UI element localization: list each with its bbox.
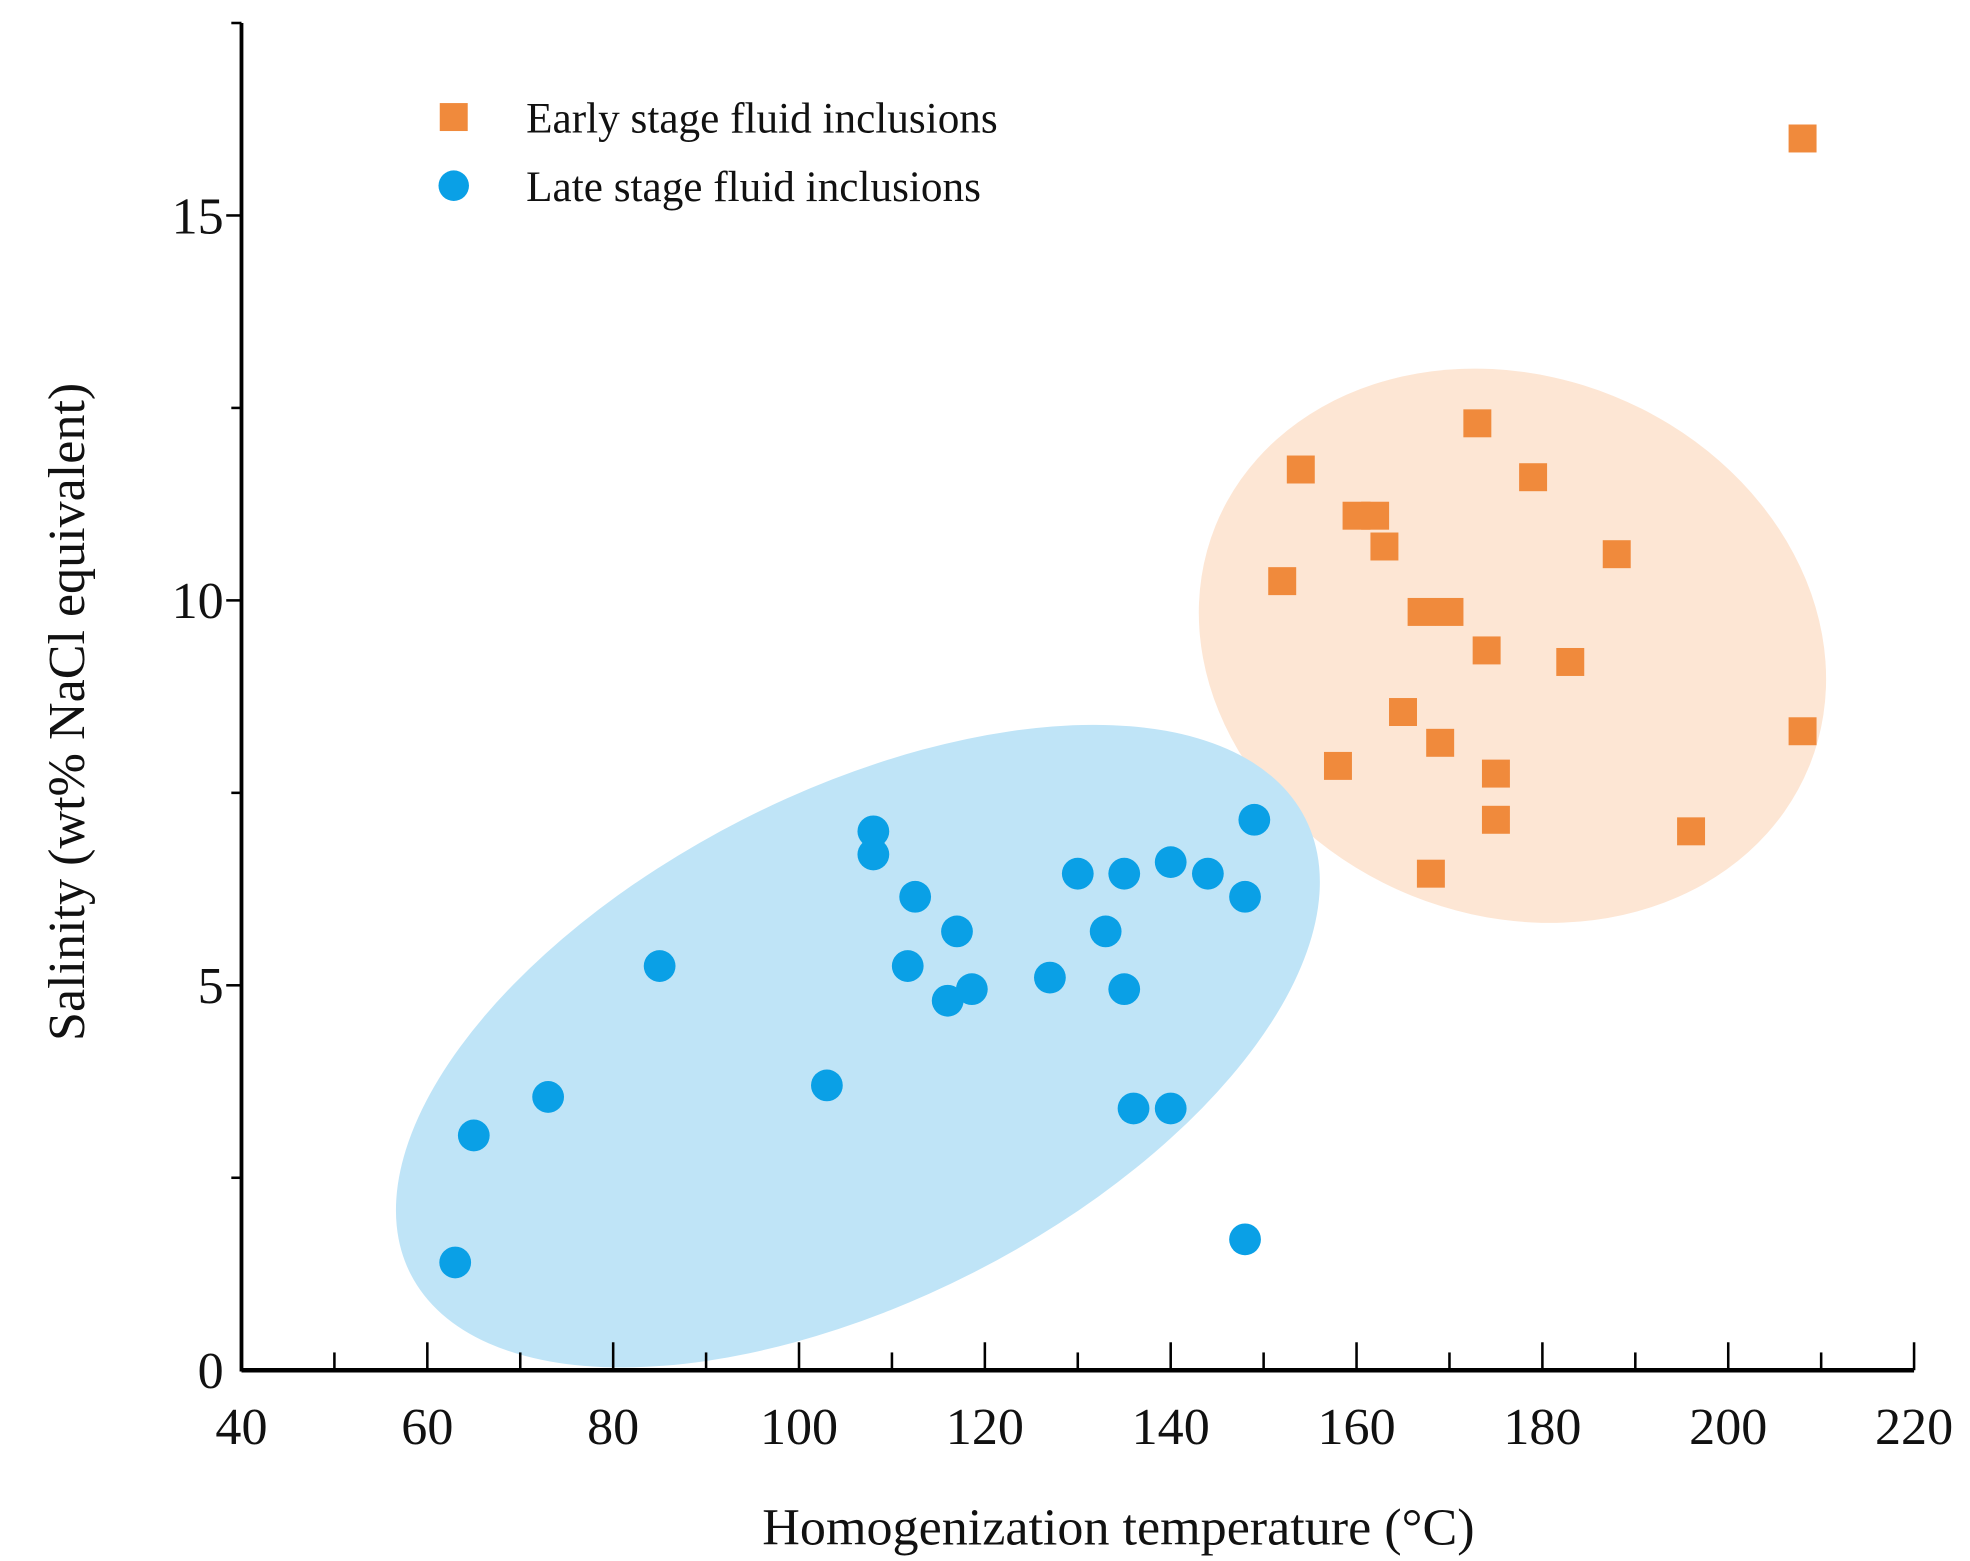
data-point-square <box>1426 728 1455 757</box>
late-stage-series <box>439 803 1271 1279</box>
data-point-circle <box>1108 857 1141 890</box>
data-point-circle <box>1089 915 1122 948</box>
data-point-square <box>1463 409 1492 438</box>
x-tick-label: 60 <box>401 1399 453 1456</box>
y-tick-label: 15 <box>172 188 224 245</box>
x-axis-label: Homogenization temperature (°C) <box>762 1499 1474 1556</box>
x-tick-label: 100 <box>760 1399 838 1456</box>
data-point-circle <box>857 838 890 871</box>
data-point-circle <box>439 1246 472 1279</box>
x-tick-label: 140 <box>1132 1399 1210 1456</box>
data-point-square <box>1361 501 1390 530</box>
data-point-square <box>1602 540 1631 569</box>
data-point-square <box>1268 567 1297 596</box>
data-point-square <box>1472 636 1501 665</box>
data-point-circle <box>1154 846 1187 879</box>
y-tick-label: 0 <box>198 1343 224 1400</box>
data-point-square <box>1481 805 1510 834</box>
data-point-circle <box>1238 803 1271 836</box>
data-point-circle <box>955 973 988 1006</box>
data-point-circle <box>1191 857 1224 890</box>
x-tick-label: 120 <box>946 1399 1024 1456</box>
y-tick-label: 10 <box>172 573 224 630</box>
axes: 40 60 80 100 120 140 160 180 200 220 0 5 10 15 <box>172 21 1953 1456</box>
data-point-square <box>1788 124 1817 153</box>
x-tick-label: 180 <box>1503 1399 1581 1456</box>
data-point-circle <box>1229 1223 1261 1256</box>
data-point-square <box>1435 597 1464 626</box>
data-point-square <box>1519 463 1548 492</box>
data-point-circle <box>899 880 932 913</box>
data-point-square <box>1677 817 1706 846</box>
data-point-square <box>1370 532 1399 561</box>
data-point-circle <box>931 984 964 1017</box>
data-point-square <box>1286 455 1315 484</box>
data-points <box>439 124 1817 1279</box>
x-tick-label: 80 <box>587 1399 639 1456</box>
late-stage-region <box>395 724 1320 1368</box>
data-point-circle <box>457 1119 490 1152</box>
data-point-circle <box>1034 961 1066 994</box>
data-point-square <box>1407 597 1436 626</box>
data-point-circle <box>941 915 973 948</box>
y-axis-label: Salinity (wt% NaCl equivalent) <box>39 383 96 1041</box>
x-tick-label: 220 <box>1875 1399 1953 1456</box>
data-point-circle <box>532 1081 565 1113</box>
legend-late-label: Late stage fluid inclusions <box>526 163 981 211</box>
x-tick-label: 160 <box>1317 1399 1395 1456</box>
data-point-circle <box>643 950 676 982</box>
x-tick-label: 40 <box>215 1399 267 1456</box>
data-point-circle <box>1061 857 1094 890</box>
data-point-square <box>1389 698 1417 726</box>
data-point-circle <box>891 950 924 982</box>
x-tick-label: 200 <box>1689 1399 1767 1456</box>
legend-square-marker <box>439 103 468 132</box>
data-point-square <box>1416 859 1445 888</box>
cluster-regions <box>395 368 1827 1368</box>
legend: Early stage fluid inclusions Late stage … <box>438 94 998 211</box>
data-point-circle <box>1108 973 1141 1006</box>
data-point-square <box>1481 759 1510 788</box>
early-stage-series <box>1268 124 1817 888</box>
data-point-circle <box>1154 1092 1187 1125</box>
data-point-circle <box>811 1069 843 1102</box>
data-point-circle <box>1229 880 1261 913</box>
legend-circle-marker <box>438 170 469 201</box>
data-point-square <box>1323 751 1352 780</box>
data-point-circle <box>1117 1092 1150 1125</box>
legend-early-label: Early stage fluid inclusions <box>526 94 998 142</box>
data-point-square <box>1556 647 1585 676</box>
y-tick-label: 5 <box>198 958 224 1015</box>
data-point-circle <box>857 815 890 848</box>
data-point-square <box>1788 717 1817 746</box>
